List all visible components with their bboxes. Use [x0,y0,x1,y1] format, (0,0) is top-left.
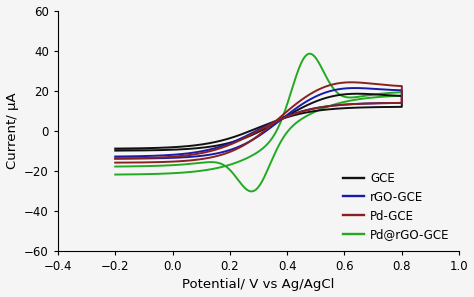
rGO-GCE [112,157,118,160]
Pd@rGO-GCE [378,92,383,96]
Pd-GCE [112,161,118,165]
Pd-GCE [306,93,311,97]
GCE [362,92,367,96]
rGO-GCE [209,153,215,156]
Line: Pd@rGO-GCE: Pd@rGO-GCE [115,54,402,191]
Pd@rGO-GCE [120,165,126,168]
Pd-GCE [349,80,355,84]
rGO-GCE [189,155,194,159]
Pd-GCE [112,157,118,160]
GCE [112,147,118,150]
GCE [372,105,378,109]
Pd@rGO-GCE [248,189,254,193]
rGO-GCE [306,99,311,102]
Pd-GCE [372,102,378,105]
GCE [209,145,215,148]
Pd@rGO-GCE [112,165,118,168]
GCE [189,147,194,151]
Line: GCE: GCE [115,94,402,151]
Pd@rGO-GCE [112,173,118,176]
Pd@rGO-GCE [251,153,257,156]
Legend: GCE, rGO-GCE, Pd-GCE, Pd@rGO-GCE: GCE, rGO-GCE, Pd-GCE, Pd@rGO-GCE [339,168,453,245]
Line: Pd-GCE: Pd-GCE [115,82,402,163]
Pd@rGO-GCE [310,53,316,57]
rGO-GCE [384,101,390,105]
rGO-GCE [112,155,118,158]
Line: rGO-GCE: rGO-GCE [115,88,402,159]
rGO-GCE [372,102,378,105]
X-axis label: Potential/ V vs Ag/AgCl: Potential/ V vs Ag/AgCl [182,279,335,291]
Pd-GCE [362,81,367,85]
GCE [355,92,361,96]
rGO-GCE [362,86,367,90]
rGO-GCE [352,86,358,90]
Pd-GCE [384,101,390,105]
Pd@rGO-GCE [384,95,390,98]
Pd-GCE [189,159,194,162]
GCE [112,149,118,152]
Pd@rGO-GCE [220,163,226,166]
Y-axis label: Current/ µA: Current/ µA [6,92,18,169]
GCE [384,105,390,109]
GCE [306,103,311,106]
Pd@rGO-GCE [307,52,312,56]
Pd-GCE [209,155,215,159]
